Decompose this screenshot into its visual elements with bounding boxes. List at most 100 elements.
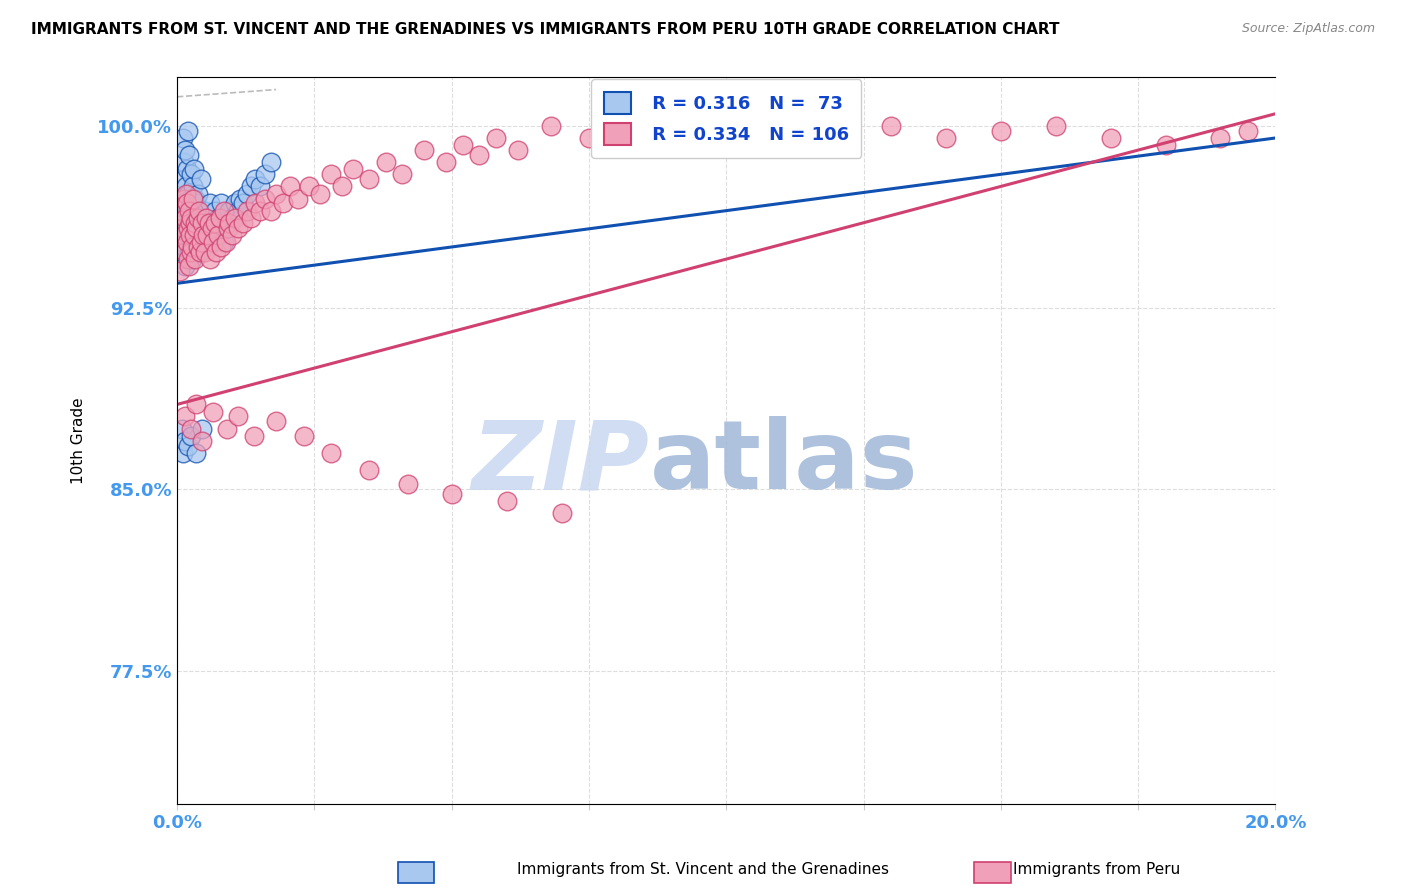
- Point: [169, 252, 191, 266]
- Point: [271, 196, 294, 211]
- Point: [217, 220, 239, 235]
- Point: [550, 507, 572, 521]
- Point: [188, 227, 211, 242]
- Point: [186, 220, 208, 235]
- Point: [170, 421, 193, 435]
- Point: [319, 167, 342, 181]
- Point: [180, 211, 202, 225]
- Point: [249, 179, 271, 194]
- Point: [176, 252, 198, 266]
- Point: [221, 211, 243, 225]
- Point: [413, 143, 436, 157]
- Point: [292, 429, 315, 443]
- Point: [1237, 124, 1260, 138]
- Point: [191, 216, 214, 230]
- Point: [215, 421, 238, 435]
- Point: [197, 211, 219, 225]
- Point: [259, 155, 281, 169]
- Point: [240, 211, 263, 225]
- Point: [243, 196, 266, 211]
- Point: [174, 143, 197, 157]
- Point: [198, 252, 221, 266]
- Point: [880, 119, 903, 133]
- Point: [177, 186, 200, 201]
- Point: [181, 252, 204, 266]
- Point: [191, 211, 214, 225]
- Point: [174, 186, 197, 201]
- Point: [1209, 131, 1232, 145]
- Point: [264, 186, 287, 201]
- Point: [181, 220, 204, 235]
- Point: [179, 216, 201, 230]
- Point: [190, 172, 212, 186]
- Point: [177, 220, 200, 235]
- Text: atlas: atlas: [650, 416, 918, 509]
- Point: [174, 179, 197, 194]
- Point: [259, 203, 281, 218]
- Point: [1154, 138, 1177, 153]
- Point: [232, 196, 254, 211]
- Point: [179, 244, 201, 259]
- Point: [173, 227, 195, 242]
- Point: [188, 203, 211, 218]
- Point: [188, 244, 211, 259]
- Point: [209, 240, 232, 254]
- Text: Immigrants from Peru: Immigrants from Peru: [1014, 863, 1180, 877]
- Text: Immigrants from St. Vincent and the Grenadines: Immigrants from St. Vincent and the Gren…: [517, 863, 889, 877]
- Point: [183, 227, 205, 242]
- Point: [174, 244, 197, 259]
- Point: [180, 244, 202, 259]
- Point: [254, 192, 277, 206]
- Point: [209, 196, 232, 211]
- Y-axis label: 10th Grade: 10th Grade: [72, 398, 86, 484]
- Point: [770, 131, 793, 145]
- Point: [186, 211, 208, 225]
- Point: [214, 216, 236, 230]
- Point: [990, 124, 1012, 138]
- Point: [186, 446, 208, 460]
- Point: [173, 172, 195, 186]
- Point: [201, 235, 224, 249]
- Point: [184, 252, 207, 266]
- Point: [226, 409, 249, 424]
- Point: [434, 155, 457, 169]
- Point: [605, 124, 627, 138]
- Point: [221, 227, 243, 242]
- Point: [180, 196, 202, 211]
- Point: [180, 167, 202, 181]
- Point: [172, 131, 194, 145]
- Point: [187, 240, 209, 254]
- Point: [506, 143, 529, 157]
- Point: [214, 235, 236, 249]
- Point: [183, 203, 205, 218]
- Point: [249, 203, 271, 218]
- Point: [180, 235, 202, 249]
- Point: [179, 260, 201, 274]
- Point: [181, 240, 204, 254]
- Point: [396, 477, 419, 491]
- Point: [191, 227, 214, 242]
- Point: [184, 227, 207, 242]
- Point: [186, 244, 208, 259]
- Point: [578, 131, 600, 145]
- Point: [173, 155, 195, 169]
- Point: [212, 235, 235, 249]
- Point: [359, 463, 381, 477]
- Point: [218, 216, 240, 230]
- Point: [201, 235, 224, 249]
- Point: [179, 227, 201, 242]
- Point: [173, 240, 195, 254]
- Point: [174, 260, 197, 274]
- Point: [309, 186, 332, 201]
- Point: [176, 124, 198, 138]
- Point: [174, 409, 197, 424]
- Point: [204, 216, 226, 230]
- Point: [236, 186, 259, 201]
- Point: [179, 216, 201, 230]
- Point: [174, 434, 197, 448]
- Point: [176, 235, 198, 249]
- Point: [180, 421, 202, 435]
- Point: [264, 414, 287, 428]
- Point: [229, 192, 252, 206]
- Point: [194, 211, 217, 225]
